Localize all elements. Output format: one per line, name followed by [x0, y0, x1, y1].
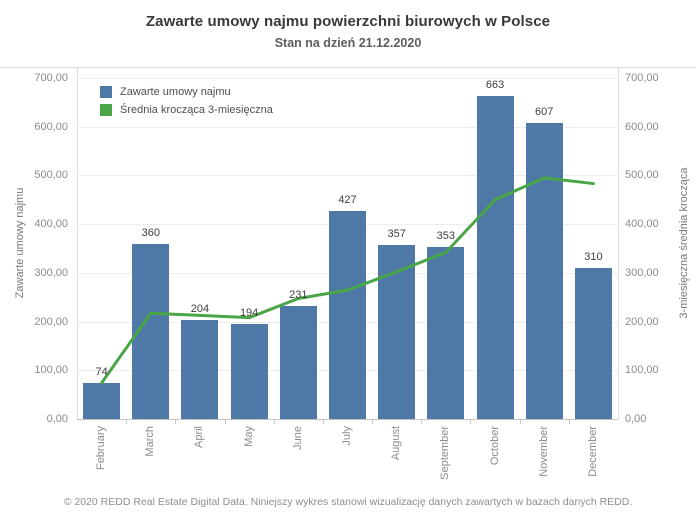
- x-axis-label-december: December: [586, 426, 599, 477]
- right-axis-tick-600: 600,00: [625, 120, 659, 133]
- bar-value-october: 663: [485, 79, 505, 92]
- x-axis-tick: [519, 420, 521, 424]
- plot-right-border: [618, 67, 619, 419]
- bar-value-november: 607: [535, 106, 554, 119]
- right-axis-tick-200: 200,00: [625, 315, 659, 328]
- legend-label-leases: Zawarte umowy najmu: [120, 86, 231, 98]
- legend-label-moving-average: Średnia krocząca 3-miesięczna: [120, 104, 273, 116]
- x-axis-label-april: April: [193, 426, 206, 449]
- bar-june[interactable]: [279, 306, 317, 419]
- legend-item-moving-average[interactable]: Średnia krocząca 3-miesięczna: [100, 101, 273, 119]
- x-axis-tick: [568, 420, 570, 424]
- left-axis-title: Zawarte umowy najmu: [14, 187, 26, 299]
- bar-may[interactable]: [230, 324, 268, 419]
- legend-swatch-green: [100, 104, 112, 116]
- x-axis-tick: [470, 420, 472, 424]
- left-axis-tick-300: 300,00: [34, 266, 68, 279]
- x-axis-label-july: July: [341, 426, 353, 446]
- right-axis-tick-300: 300,00: [625, 266, 659, 279]
- right-axis-title: 3-miesięczna średnia krocząca: [678, 167, 690, 319]
- x-axis-label-march: March: [144, 426, 157, 457]
- left-axis-tick-400: 400,00: [34, 218, 68, 231]
- left-axis-tick-100: 100,00: [34, 364, 68, 377]
- header-divider-line: [0, 67, 696, 68]
- x-axis-label-october: October: [488, 426, 501, 466]
- x-axis-label-august: August: [390, 426, 403, 461]
- legend-swatch-blue: [100, 86, 112, 98]
- right-axis-tick-0: 0,00: [625, 413, 647, 425]
- x-axis-tick: [126, 420, 128, 424]
- x-axis-tick: [421, 420, 423, 424]
- bar-value-march: 360: [141, 226, 160, 239]
- bar-value-april: 204: [190, 302, 210, 315]
- x-axis-line: [77, 419, 618, 420]
- bar-value-february: 74: [95, 365, 108, 378]
- gridline-500: [78, 175, 618, 177]
- x-axis-tick: [322, 420, 324, 424]
- legend: Zawarte umowy najmu Średnia krocząca 3-m…: [100, 83, 273, 119]
- bar-value-june: 231: [289, 289, 308, 302]
- right-axis-tick-100: 100,00: [625, 364, 659, 377]
- bar-value-may: 194: [239, 307, 259, 320]
- left-axis-tick-600: 600,00: [34, 120, 68, 133]
- x-axis-tick: [372, 420, 374, 424]
- bar-november[interactable]: [525, 123, 563, 419]
- left-axis-tick-200: 200,00: [34, 315, 68, 328]
- x-axis-label-may: May: [242, 426, 255, 447]
- plot-left-border: [77, 67, 78, 419]
- gridline-700: [78, 78, 618, 79]
- x-axis-label-february: February: [95, 426, 108, 471]
- x-axis-label-september: September: [439, 426, 452, 480]
- bar-value-july: 427: [338, 193, 357, 206]
- legend-item-leases[interactable]: Zawarte umowy najmu: [100, 83, 273, 101]
- chart-title: Zawarte umowy najmu powierzchni biurowyc…: [145, 13, 551, 30]
- bar-value-august: 357: [387, 228, 406, 241]
- x-axis-tick: [175, 420, 177, 424]
- bar-value-december: 310: [584, 250, 603, 263]
- bar-august[interactable]: [378, 245, 416, 419]
- right-axis-tick-500: 500,00: [625, 169, 659, 182]
- bar-october[interactable]: [476, 96, 514, 419]
- bar-february[interactable]: [83, 382, 121, 419]
- bar-september[interactable]: [427, 247, 465, 419]
- x-axis-tick: [224, 420, 226, 424]
- moving-average-line-layer: [100, 176, 595, 385]
- bar-december[interactable]: [574, 267, 612, 419]
- x-axis-tick: [273, 420, 275, 424]
- chart-subtitle: Stan na dzień 21.12.2020: [274, 36, 422, 50]
- bar-july[interactable]: [329, 210, 366, 419]
- bar-april[interactable]: [181, 319, 219, 419]
- left-axis-tick-700: 700,00: [34, 72, 68, 84]
- copyright-note: © 2020 REDD Real Estate Digital Data. Ni…: [63, 496, 633, 508]
- right-axis-tick-400: 400,00: [625, 218, 659, 231]
- right-axis-tick-700: 700,00: [625, 72, 659, 84]
- x-axis-label-june: June: [291, 426, 304, 450]
- bar-value-september: 353: [436, 230, 456, 243]
- left-axis-tick-500: 500,00: [34, 169, 68, 182]
- x-axis-label-november: November: [537, 426, 550, 477]
- left-axis-tick-0: 0,00: [46, 413, 68, 425]
- gridline-600: [78, 126, 618, 128]
- moving-average-line[interactable]: [100, 176, 595, 385]
